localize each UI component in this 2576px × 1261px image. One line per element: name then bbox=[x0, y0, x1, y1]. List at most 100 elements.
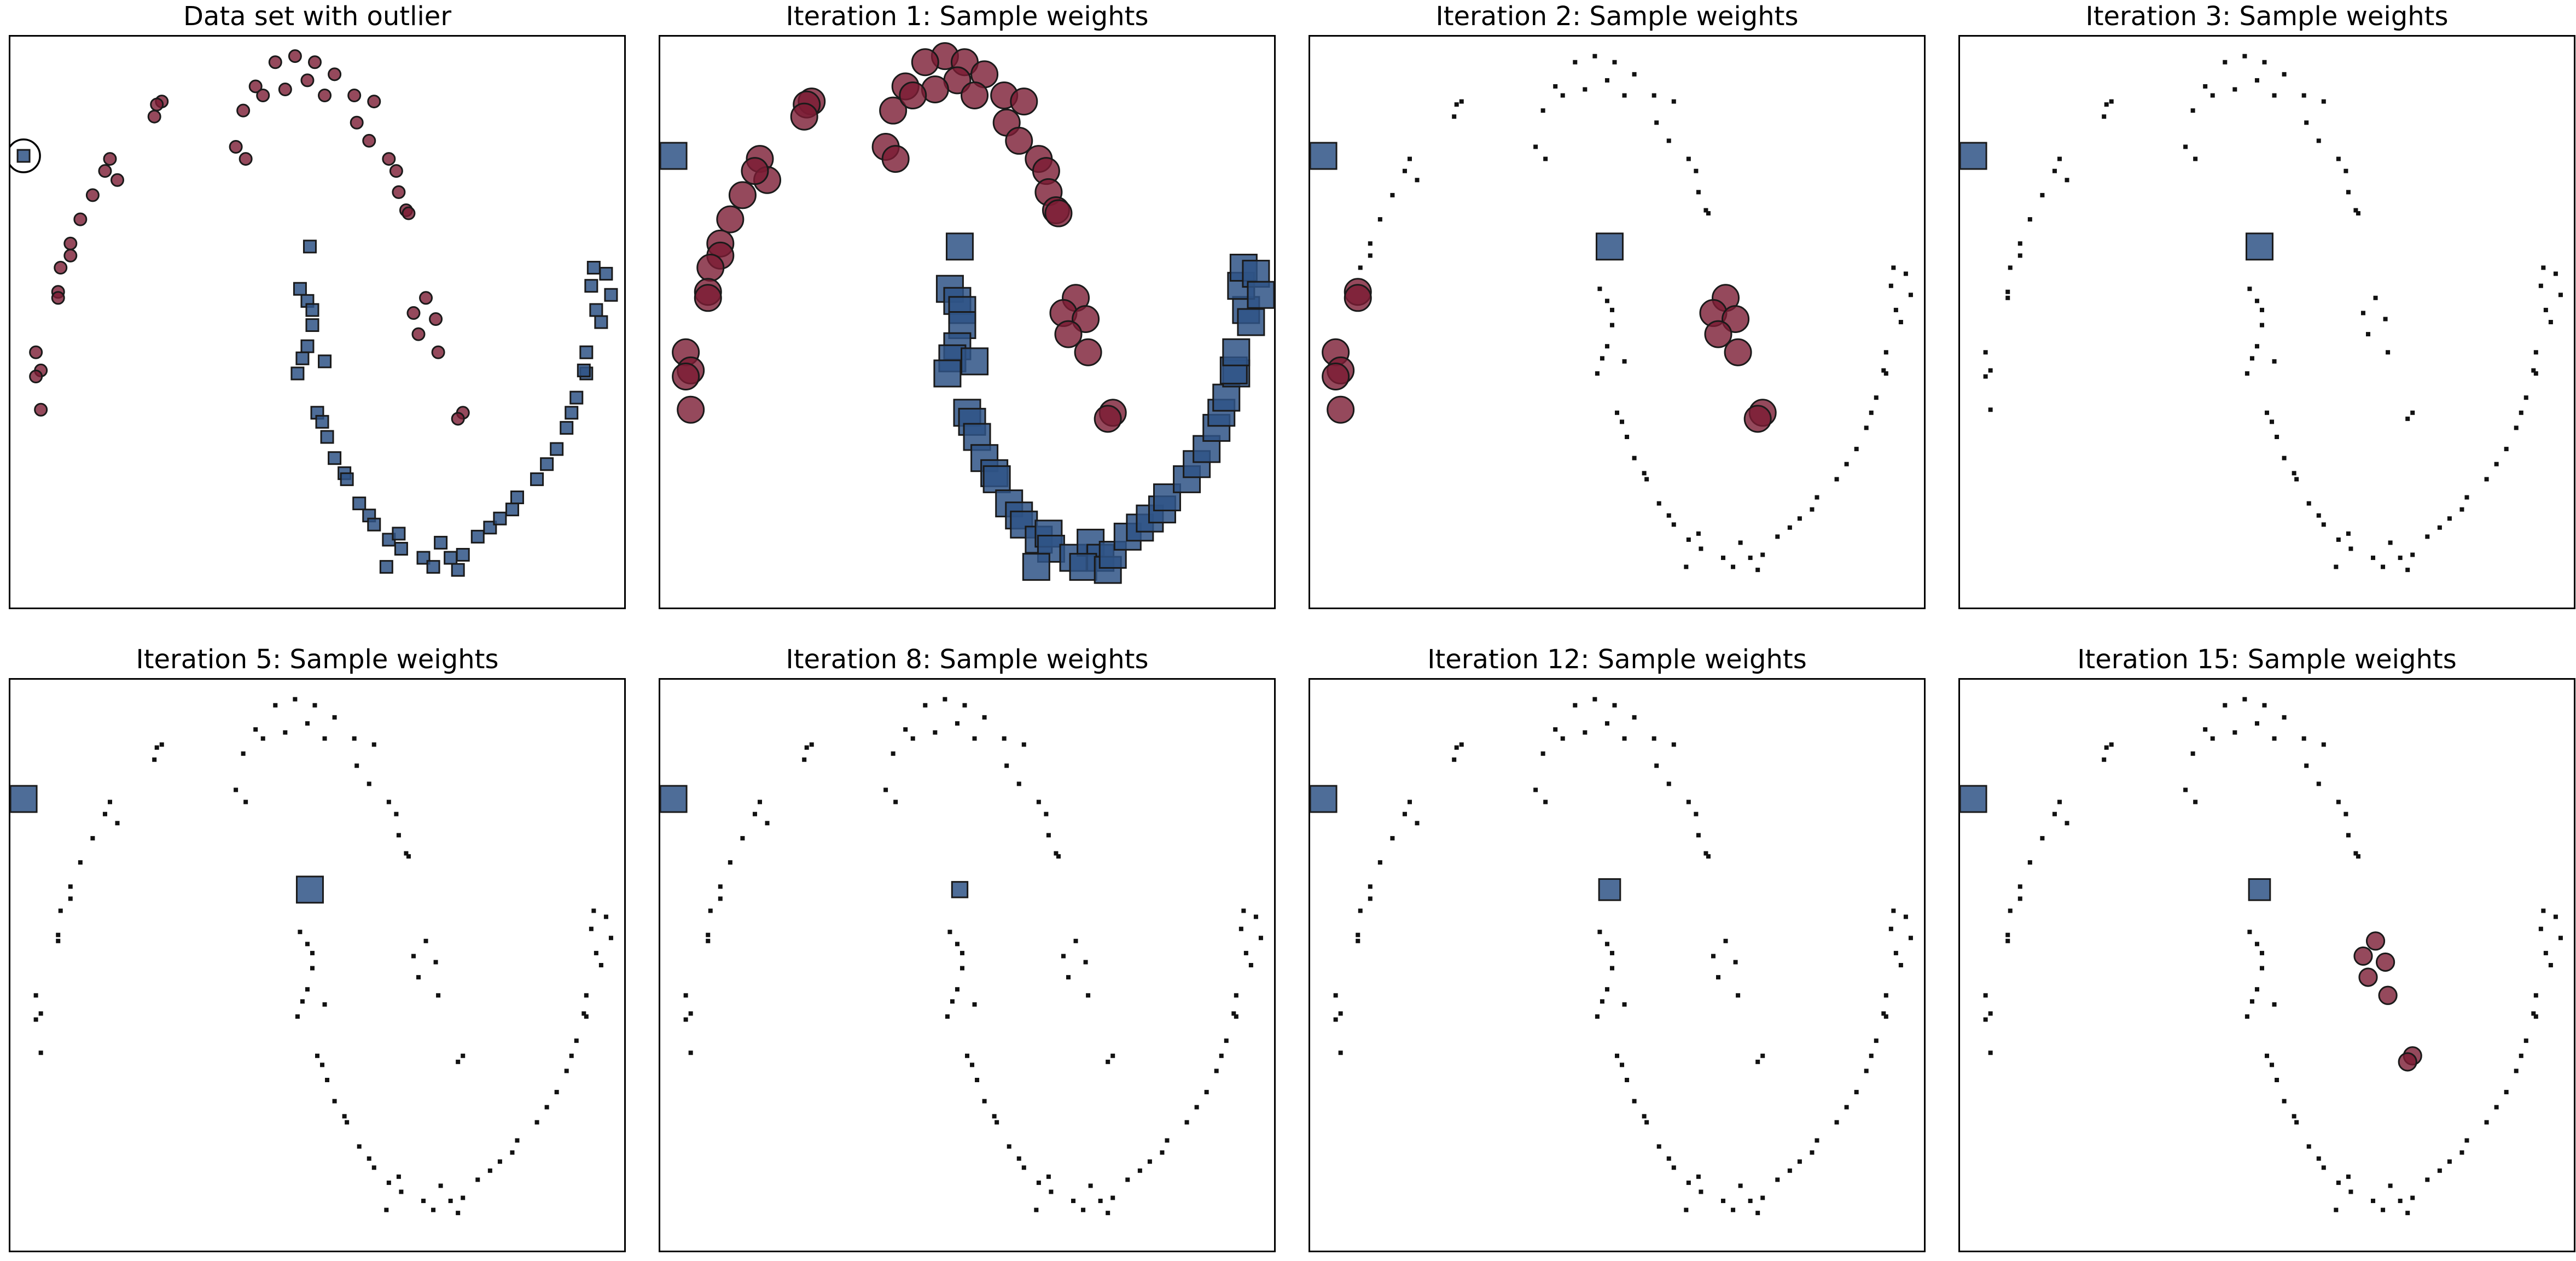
data-point-class-a bbox=[402, 206, 416, 220]
data-point-small bbox=[2210, 736, 2215, 741]
data-point-small bbox=[515, 1138, 520, 1143]
data-point-class-b bbox=[933, 359, 962, 388]
data-point-small bbox=[1721, 556, 1726, 561]
data-point-small bbox=[2321, 742, 2326, 747]
data-point-small bbox=[1760, 1195, 1765, 1200]
data-point-small bbox=[354, 763, 359, 768]
data-point-small bbox=[2504, 1090, 2509, 1095]
data-point-small bbox=[598, 963, 603, 967]
data-point-small bbox=[2254, 942, 2259, 947]
data-point-small bbox=[310, 966, 315, 971]
data-point-small bbox=[982, 1099, 987, 1104]
data-point-small bbox=[1834, 477, 1839, 482]
data-point-class-b bbox=[444, 551, 458, 565]
data-point-class-a bbox=[879, 96, 908, 125]
data-point-small bbox=[2272, 93, 2277, 98]
data-point-class-a bbox=[248, 79, 263, 94]
data-point-class-b bbox=[367, 517, 381, 532]
data-point-class-b bbox=[293, 282, 307, 296]
data-point-small bbox=[1775, 1177, 1780, 1182]
data-point-class-a bbox=[229, 139, 243, 154]
data-point-class-b bbox=[1222, 338, 1251, 366]
data-point-small bbox=[33, 993, 38, 998]
data-point-small bbox=[2533, 993, 2538, 998]
data-point-small bbox=[1620, 1062, 1625, 1067]
data-point-small bbox=[2304, 763, 2309, 768]
data-point-class-a bbox=[451, 412, 465, 426]
data-point-small bbox=[2017, 896, 2022, 901]
data-point-small bbox=[1046, 1174, 1051, 1179]
data-point-small bbox=[1888, 283, 1893, 288]
data-point-small bbox=[2259, 307, 2264, 312]
data-point-small bbox=[1686, 799, 1691, 804]
data-point-small bbox=[1258, 936, 1263, 941]
data-point-small bbox=[2405, 416, 2410, 421]
data-point-small bbox=[2346, 1174, 2351, 1179]
data-point-class-a bbox=[1704, 320, 1732, 348]
data-point-class-b bbox=[352, 497, 367, 511]
data-point-small bbox=[2017, 241, 2022, 246]
data-point-small bbox=[1696, 833, 1701, 838]
data-point-small bbox=[1333, 1017, 1338, 1022]
data-point-small bbox=[2523, 395, 2528, 400]
data-point-small bbox=[2254, 344, 2259, 349]
data-point-class-a bbox=[1327, 395, 1355, 424]
data-point-small bbox=[608, 936, 613, 941]
data-point-small bbox=[1864, 425, 1869, 430]
data-point-small bbox=[2321, 1165, 2326, 1170]
data-point-small bbox=[1888, 926, 1893, 931]
data-point-small bbox=[2190, 751, 2195, 756]
data-point-small bbox=[2306, 1144, 2311, 1149]
data-point-small bbox=[2484, 1120, 2489, 1125]
data-point-small bbox=[982, 715, 987, 720]
data-point-small bbox=[2262, 60, 2267, 65]
scatter-panel: Iteration 2: Sample weights bbox=[1309, 3, 1926, 609]
panel-title: Iteration 15: Sample weights bbox=[2077, 644, 2457, 675]
data-point-class-a bbox=[239, 152, 253, 166]
data-point-small bbox=[584, 1014, 589, 1019]
data-point-small bbox=[1234, 1014, 1238, 1019]
data-point-small bbox=[2262, 703, 2267, 708]
data-point-class-b bbox=[540, 457, 554, 471]
data-point-small bbox=[2005, 295, 2010, 300]
data-point-small bbox=[2447, 1159, 2452, 1164]
data-point-small bbox=[2321, 99, 2326, 104]
panel-title: Iteration 3: Sample weights bbox=[2085, 1, 2449, 32]
data-point-small bbox=[765, 821, 770, 826]
data-point-small bbox=[1609, 966, 1614, 971]
data-point-small bbox=[1600, 999, 1604, 1004]
data-point-small bbox=[2275, 1078, 2280, 1082]
data-point-small bbox=[2538, 926, 2543, 931]
outlier-ring bbox=[9, 138, 41, 173]
data-point-small bbox=[2353, 851, 2358, 856]
data-point-small bbox=[2292, 1114, 2296, 1119]
data-point-small bbox=[2027, 860, 2032, 865]
data-point-class-b bbox=[560, 421, 574, 435]
data-point-small bbox=[1815, 495, 1819, 500]
data-point-class-a bbox=[63, 236, 78, 250]
scatter-panel: Data set with outlier bbox=[9, 3, 626, 609]
data-point-small bbox=[1592, 697, 1597, 702]
data-point-class-a bbox=[318, 89, 332, 103]
data-point-small bbox=[1671, 1165, 1676, 1170]
data-point-small bbox=[1573, 703, 1578, 708]
data-point-class-a bbox=[716, 205, 745, 233]
scatter-panel: Iteration 12: Sample weights bbox=[1309, 646, 1926, 1252]
data-point-small bbox=[1160, 1150, 1165, 1155]
data-point-small bbox=[332, 1099, 337, 1104]
data-point-small bbox=[2344, 168, 2348, 173]
data-point-class-b bbox=[951, 881, 969, 898]
data-point-small bbox=[965, 1053, 969, 1058]
data-point-small bbox=[1983, 993, 1988, 998]
data-point-small bbox=[2533, 350, 2538, 355]
data-point-class-b bbox=[305, 303, 319, 317]
data-point-small bbox=[1731, 1207, 1736, 1212]
data-point-small bbox=[2017, 253, 2022, 258]
data-point-class-a bbox=[307, 55, 322, 69]
data-point-small bbox=[1874, 395, 1879, 400]
data-point-small bbox=[2334, 1207, 2339, 1212]
data-point-small bbox=[2247, 930, 2252, 935]
data-point-small bbox=[2027, 217, 2032, 222]
data-point-small bbox=[325, 1078, 330, 1082]
data-point-small bbox=[1459, 742, 1464, 747]
